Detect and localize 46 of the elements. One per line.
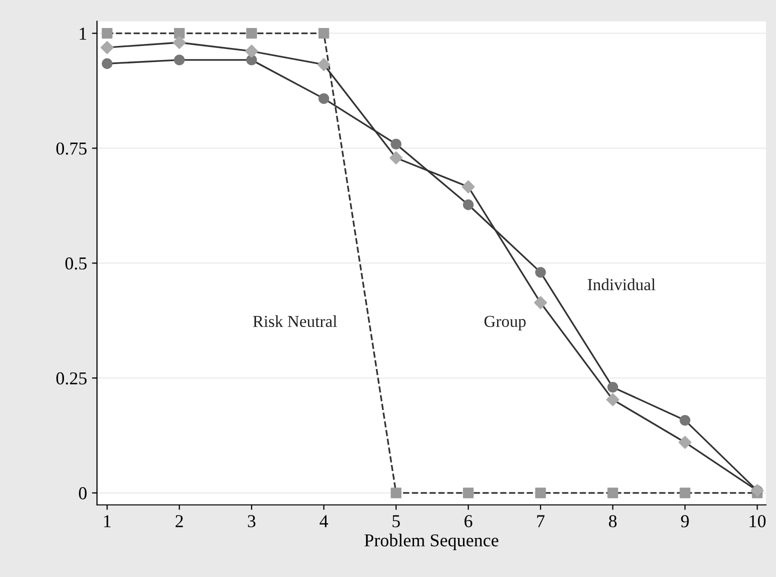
y-tick-label: 0 [78, 487, 87, 500]
point [534, 296, 548, 310]
point [462, 488, 474, 498]
point [174, 54, 185, 66]
point [246, 28, 257, 39]
point [174, 28, 185, 39]
point [172, 36, 186, 49]
point [102, 28, 112, 39]
point [318, 28, 330, 39]
point [680, 414, 690, 426]
point [390, 151, 403, 164]
point [678, 436, 692, 449]
point [462, 199, 474, 210]
point [535, 266, 546, 278]
point [680, 488, 690, 498]
x-axis-title: Problem Sequence [364, 534, 498, 550]
point [462, 180, 475, 194]
point [245, 44, 258, 58]
point [318, 93, 330, 104]
x-tick-label: 3 [248, 515, 256, 528]
y-tick-label: 0.25 [56, 372, 87, 385]
x-tick-label: 9 [681, 515, 689, 528]
x-tick-label: 6 [464, 515, 472, 528]
y-tick-label: 1 [80, 28, 86, 40]
x-tick-label: 5 [392, 515, 400, 528]
point [100, 41, 114, 54]
point [102, 58, 112, 69]
point [607, 382, 618, 393]
point [390, 138, 402, 150]
x-tick-label: 4 [320, 515, 328, 528]
x-tick-label: 2 [176, 515, 183, 528]
series-label: Group [484, 316, 526, 330]
point [607, 488, 618, 498]
x-tick-label: 10 [750, 515, 766, 528]
series-label: Individual [588, 278, 656, 290]
x-tick-label: 7 [537, 515, 545, 528]
point [606, 393, 620, 406]
point [390, 488, 402, 498]
x-tick-label: 1 [104, 515, 111, 528]
x-tick-label: 8 [608, 515, 617, 528]
y-tick-label: 0.5 [65, 257, 87, 270]
y-tick-label: 0.75 [56, 142, 87, 155]
series-label: Risk Neutral [253, 315, 337, 328]
point [317, 58, 330, 72]
point [535, 488, 546, 498]
point [246, 54, 257, 66]
